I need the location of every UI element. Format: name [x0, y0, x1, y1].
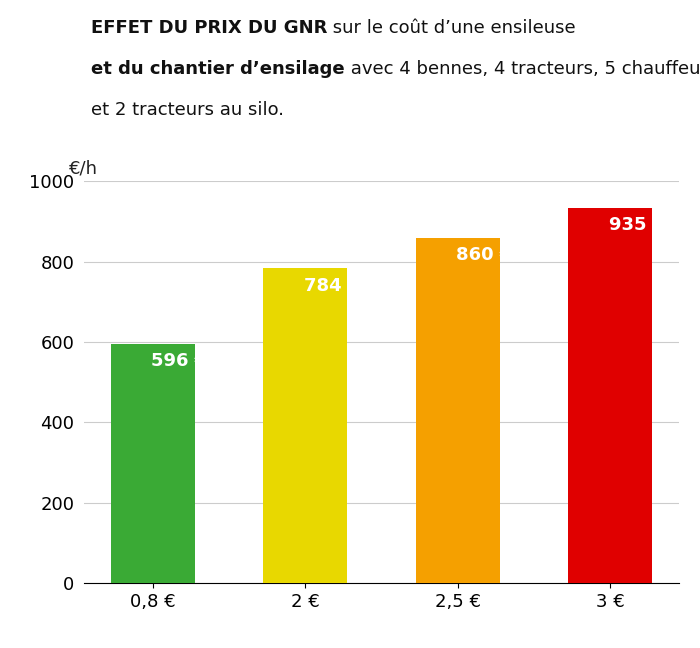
- Text: et 2 tracteurs au silo.: et 2 tracteurs au silo.: [91, 101, 284, 119]
- Bar: [111, 343, 195, 583]
- Bar: [263, 268, 347, 583]
- Bar: [568, 207, 652, 583]
- Text: 596 €/h: 596 €/h: [151, 352, 227, 370]
- Text: EFFET DU PRIX DU GNR: EFFET DU PRIX DU GNR: [91, 19, 328, 38]
- Text: sur le coût d’une ensileuse: sur le coût d’une ensileuse: [328, 19, 576, 38]
- Text: €/h: €/h: [69, 159, 98, 178]
- Text: 860 €/h: 860 €/h: [456, 246, 532, 264]
- Text: 935 €/h: 935 €/h: [608, 216, 684, 233]
- Text: avec 4 bennes, 4 tracteurs, 5 chauffeurs: avec 4 bennes, 4 tracteurs, 5 chauffeurs: [344, 60, 700, 78]
- Text: et du chantier d’ensilage: et du chantier d’ensilage: [91, 60, 344, 78]
- Text: 784 €/h: 784 €/h: [304, 276, 379, 294]
- Bar: [416, 238, 500, 583]
